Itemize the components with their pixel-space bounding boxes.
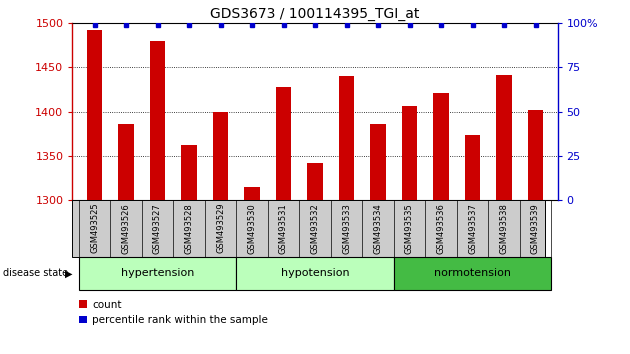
Text: hypertension: hypertension [121, 268, 194, 279]
Text: disease state: disease state [3, 268, 68, 279]
Text: GSM493527: GSM493527 [153, 203, 162, 253]
Title: GDS3673 / 100114395_TGI_at: GDS3673 / 100114395_TGI_at [210, 7, 420, 21]
Text: GSM493530: GSM493530 [248, 203, 256, 253]
Legend: count, percentile rank within the sample: count, percentile rank within the sample [75, 296, 273, 329]
Text: normotension: normotension [434, 268, 511, 279]
Text: GSM493526: GSM493526 [122, 203, 130, 253]
Bar [370, 124, 386, 200]
Text: GSM493538: GSM493538 [500, 203, 508, 254]
Text: GSM493531: GSM493531 [279, 203, 288, 253]
Text: hypotension: hypotension [281, 268, 349, 279]
Bar [244, 187, 260, 200]
Bar [394, 257, 551, 290]
Text: GSM493536: GSM493536 [437, 203, 445, 254]
Text: GSM493537: GSM493537 [468, 203, 477, 254]
Bar [433, 93, 449, 200]
Bar [276, 87, 291, 200]
Bar [402, 106, 417, 200]
Text: GSM493539: GSM493539 [531, 203, 540, 253]
Bar [213, 113, 228, 200]
Text: GSM493533: GSM493533 [342, 203, 351, 254]
Text: GSM493534: GSM493534 [374, 203, 382, 253]
Bar [496, 75, 512, 200]
Bar [339, 76, 354, 200]
Bar [236, 257, 394, 290]
Text: ▶: ▶ [65, 268, 72, 279]
Text: GSM493528: GSM493528 [185, 203, 193, 253]
Bar [150, 41, 165, 200]
Text: GSM493532: GSM493532 [311, 203, 319, 253]
Bar [307, 163, 323, 200]
Bar [118, 124, 134, 200]
Bar [79, 257, 236, 290]
Bar [181, 145, 197, 200]
Text: GSM493529: GSM493529 [216, 203, 225, 253]
Bar [87, 30, 102, 200]
Text: GSM493535: GSM493535 [405, 203, 414, 253]
Bar [528, 110, 543, 200]
Text: GSM493525: GSM493525 [90, 203, 99, 253]
Bar [465, 135, 480, 200]
